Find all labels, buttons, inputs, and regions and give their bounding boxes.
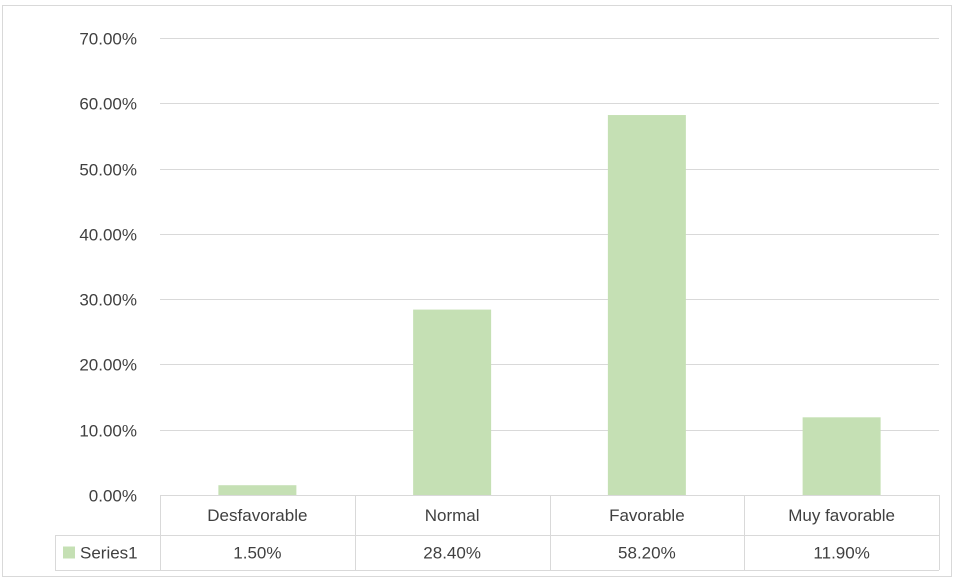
value-label: 28.40% [423, 544, 481, 563]
y-tick-label: 10.00% [79, 422, 137, 441]
y-tick-label: 50.00% [79, 161, 137, 180]
legend-key [63, 546, 75, 559]
value-label: 11.90% [813, 544, 869, 563]
legend-series-label: Series1 [80, 544, 138, 563]
bar [413, 309, 492, 495]
category-label: Muy favorable [788, 506, 895, 525]
data-table: Desfavorable 1.50% Normal 28.40% Favorable 58… [55, 495, 940, 571]
bar [607, 115, 686, 495]
y-tick-label: 30.00% [79, 291, 137, 310]
y-tick-label: 20.00% [79, 356, 137, 375]
y-tick-label: 40.00% [79, 226, 137, 245]
value-label: 1.50% [233, 544, 281, 563]
y-tick-label: 0.00% [89, 487, 137, 506]
y-axis-ticks: 0.00% 10.00% 20.00% 30.00% 40.00% 50.00% 60.00… [79, 30, 137, 506]
category-label: Favorable [609, 506, 685, 525]
y-tick-label: 70.00% [79, 30, 137, 49]
category-label: Normal [425, 506, 480, 525]
value-label: 58.20% [618, 544, 676, 563]
y-tick-label: 60.00% [79, 95, 137, 114]
bar [218, 485, 297, 495]
bar [802, 417, 881, 495]
category-label: Desfavorable [207, 506, 307, 525]
bars [218, 115, 881, 495]
